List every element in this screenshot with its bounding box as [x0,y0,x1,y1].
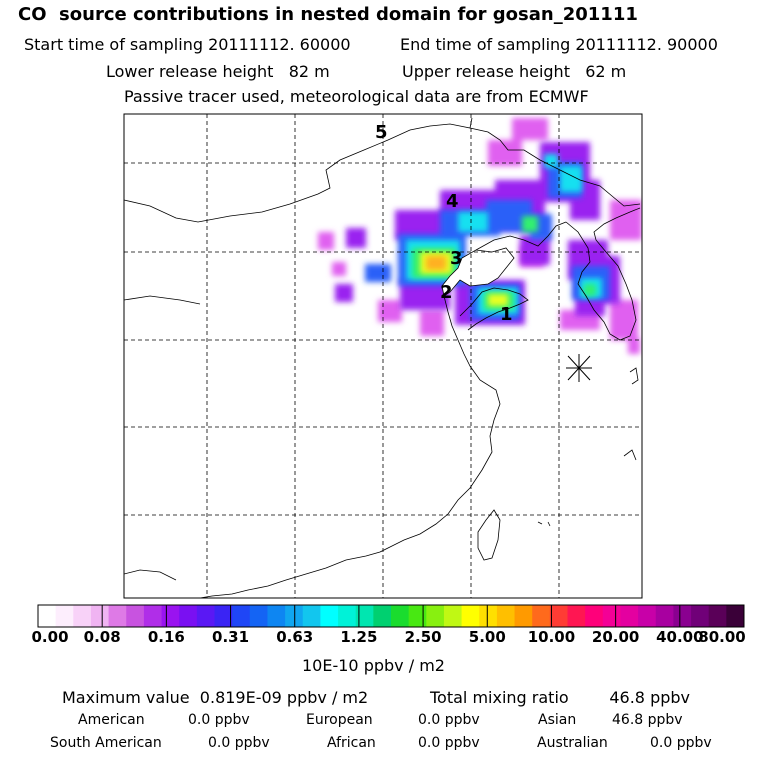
source-label-5: 5 [375,122,388,143]
colorbar-swatch [691,605,710,627]
colorbar-swatch [708,605,727,627]
bohai-sea [441,247,515,297]
maximum-value: Maximum value 0.819E-09 ppbv / m2 [62,688,369,707]
colorbar-swatch [620,605,639,627]
source-label-1: 1 [500,304,513,325]
colorbar-tick-label: 5.00 [468,628,506,646]
colorbar-swatch [38,605,57,627]
colorbar-swatch [90,605,110,627]
european-label: European [306,712,373,728]
colorbar-frame [37,604,745,628]
colorbar-swatch [479,605,498,627]
colorbar-swatch [161,605,180,627]
colorbar-tick-label: 0.63 [276,628,314,646]
asian-label: Asian [538,712,577,728]
american-value: 0.0 ppbv [188,712,250,728]
colorbar-tick-label: 40.00 [656,628,704,646]
start-time: Start time of sampling 20111112. 60000 [24,35,351,54]
end-time: End time of sampling 20111112. 90000 [400,35,718,54]
colorbar-swatch [143,605,163,627]
colorbar-tick-label: 1.25 [340,628,378,646]
american-label: American [78,712,145,728]
colorbar-swatch [602,605,621,627]
plume-orange [426,256,446,270]
colorbar-swatch [285,605,304,627]
source-label-3: 3 [450,248,463,269]
colorbar-tick-label: 0.08 [83,628,121,646]
colorbar-swatch [320,605,339,627]
colorbar-swatch [638,605,657,627]
coastlines [124,117,641,598]
european-value: 0.0 ppbv [418,712,480,728]
colorbar-swatch [214,605,233,627]
colorbar-swatch [426,605,445,627]
south-american-value: 0.0 ppbv [208,735,270,751]
colorbar-swatch [408,605,427,627]
colorbar-swatch [267,605,286,627]
colorbar-swatch [443,605,463,627]
colorbar-swatch [302,605,321,627]
map-grid [124,114,642,598]
colorbar-swatch [585,605,604,627]
colorbar-swatch [567,605,586,627]
tracer-note: Passive tracer used, meteorological data… [124,87,589,106]
colorbar-swatch [126,605,145,627]
colorbar-swatch [355,605,374,627]
chart-title: CO source contributions in nested domain… [18,4,638,25]
lower-release-height: Lower release height 82 m [106,62,330,81]
colorbar-tick-label: 2.50 [404,628,442,646]
receptor-star-icon [566,354,592,382]
colorbar-swatch [549,605,568,627]
shandong-coast [459,287,529,331]
african-value: 0.0 ppbv [418,735,480,751]
colorbar-tick-label: 80.00 [698,628,746,646]
colorbar-swatch [373,605,392,627]
colorbar-swatch [249,605,268,627]
upper-release-height: Upper release height 62 m [402,62,627,81]
map-frame [123,113,643,599]
source-label-4: 4 [446,191,459,212]
colorbar-swatch [391,605,410,627]
colorbar [38,605,745,627]
colorbar-swatch [496,605,516,627]
colorbar-tick-label: 0.31 [212,628,250,646]
asian-value: 46.8 ppbv [612,712,683,728]
australian-value: 0.0 ppbv [650,735,712,751]
colorbar-tick-label: 0.00 [31,628,69,646]
colorbar-swatch [514,605,533,627]
colorbar-swatch [108,605,127,627]
colorbar-swatch [673,605,692,627]
african-label: African [327,735,376,751]
colorbar-swatch [179,605,198,627]
australian-label: Australian [537,735,608,751]
colorbar-tick-label: 0.16 [147,628,185,646]
colorbar-swatch [532,605,551,627]
colorbar-swatch [73,605,92,627]
colorbar-tick-label: 10.00 [527,628,576,646]
total-mixing-ratio: Total mixing ratio 46.8 ppbv [430,688,691,707]
colorbar-tick-label: 20.00 [591,628,640,646]
colorbar-units: 10E-10 ppbv / m2 [302,656,445,675]
source-label-2: 2 [440,282,453,303]
colorbar-swatch [338,605,357,627]
colorbar-swatch [461,605,480,627]
south-american-label: South American [50,735,162,751]
colorbar-swatch [55,605,74,627]
colorbar-swatch [726,605,745,627]
colorbar-swatch [655,605,674,627]
colorbar-swatch [232,605,251,627]
colorbar-swatch [196,605,215,627]
